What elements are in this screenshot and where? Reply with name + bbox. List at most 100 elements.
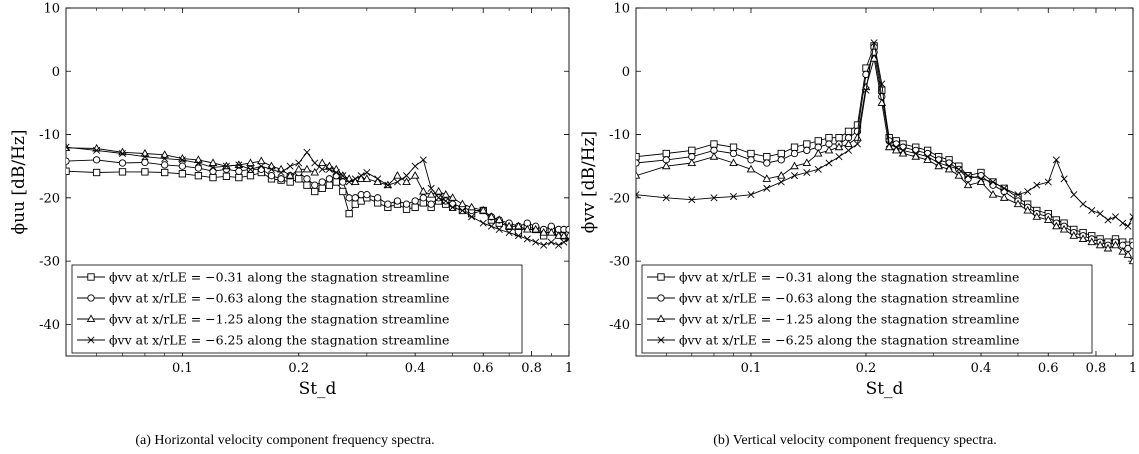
data-point-circle bbox=[402, 200, 411, 208]
data-point-triangle bbox=[911, 152, 921, 160]
y-axis-label: ϕvv [dB/Hz] bbox=[579, 131, 599, 233]
data-point-x bbox=[222, 162, 230, 170]
data-point-circle bbox=[803, 146, 811, 155]
data-point-x bbox=[977, 175, 985, 183]
data-point-triangle bbox=[514, 221, 523, 230]
data-point-circle bbox=[235, 167, 243, 175]
data-point-triangle bbox=[478, 205, 488, 214]
data-point-triangle bbox=[1032, 212, 1042, 220]
legend: ϕvv at x/rLE = −0.31 along the stagnatio… bbox=[641, 264, 1093, 354]
data-point-x bbox=[853, 140, 861, 148]
data-point-x bbox=[345, 178, 353, 186]
data-point-circle bbox=[393, 197, 402, 205]
data-point-triangle bbox=[1013, 199, 1023, 208]
data-point-triangle bbox=[208, 158, 218, 167]
data-point-triangle bbox=[923, 155, 932, 163]
legend-entry: ϕvv at x/rLE = −1.25 along the stagnatio… bbox=[679, 312, 1019, 327]
data-point-triangle bbox=[976, 177, 986, 186]
legend-marker bbox=[87, 336, 95, 344]
data-point-circle bbox=[141, 158, 149, 167]
data-point-triangle bbox=[92, 143, 101, 152]
data-point-triangle bbox=[554, 231, 563, 239]
data-point-x bbox=[325, 165, 333, 173]
data-point-triangle bbox=[790, 161, 799, 170]
x-tick-label: 0.2 bbox=[288, 361, 309, 376]
x-tick-label: 0.1 bbox=[741, 361, 762, 376]
data-point-triangle bbox=[802, 158, 812, 167]
y-tick-label: -10 bbox=[39, 128, 60, 143]
legend-entry: ϕvv at x/rLE = −1.25 along the stagnatio… bbox=[109, 312, 449, 327]
data-point-circle bbox=[318, 178, 326, 186]
data-point-triangle bbox=[944, 164, 954, 173]
data-point-triangle bbox=[410, 171, 420, 179]
data-point-x bbox=[964, 172, 972, 180]
data-point-triangle bbox=[999, 193, 1009, 201]
y-tick-label: -20 bbox=[39, 191, 60, 206]
data-point-x bbox=[468, 213, 476, 221]
data-point-triangle bbox=[285, 171, 295, 179]
data-point-circle bbox=[636, 159, 640, 167]
data-point-circle bbox=[411, 197, 419, 205]
data-point-x bbox=[547, 238, 555, 246]
data-point-square bbox=[235, 173, 243, 182]
data-point-triangle bbox=[1069, 231, 1079, 239]
data-point-x bbox=[892, 143, 900, 151]
data-point-square bbox=[710, 140, 718, 148]
data-point-square bbox=[636, 153, 640, 161]
data-point-triangle bbox=[954, 171, 964, 179]
data-point-triangle bbox=[487, 212, 496, 220]
data-point-circle bbox=[419, 194, 427, 202]
data-point-triangle bbox=[636, 171, 641, 179]
data-point-circle bbox=[351, 194, 359, 202]
data-point-triangle bbox=[317, 158, 327, 167]
data-point-x bbox=[814, 165, 822, 173]
data-point-x bbox=[351, 175, 359, 183]
x-tick-label: 0.2 bbox=[856, 361, 877, 376]
data-point-circle bbox=[363, 191, 371, 199]
plot-frame bbox=[65, 7, 570, 357]
data-point-x bbox=[1129, 213, 1133, 221]
data-point-triangle bbox=[813, 148, 823, 157]
data-point-triangle bbox=[402, 177, 411, 186]
y-tick-label: 10 bbox=[43, 2, 60, 17]
data-point-x bbox=[777, 178, 785, 186]
data-point-triangle bbox=[325, 161, 334, 170]
data-point-triangle bbox=[891, 145, 901, 154]
data-point-triangle bbox=[687, 158, 697, 167]
legend-marker bbox=[86, 314, 96, 323]
data-point-x bbox=[1124, 222, 1132, 230]
data-point-triangle bbox=[494, 215, 504, 223]
data-point-square bbox=[688, 146, 696, 155]
data-point-x bbox=[1000, 184, 1008, 192]
data-point-x bbox=[870, 39, 878, 47]
data-point-x bbox=[540, 241, 548, 249]
data-point-square bbox=[825, 134, 833, 142]
data-point-triangle bbox=[310, 167, 320, 176]
data-point-triangle bbox=[559, 231, 569, 239]
data-point-square bbox=[763, 153, 771, 161]
data-point-triangle bbox=[877, 98, 887, 106]
legend-marker bbox=[87, 273, 95, 281]
data-point-triangle bbox=[504, 221, 514, 230]
y-tick-label: -20 bbox=[609, 191, 630, 206]
x-tick-label: 0.6 bbox=[473, 361, 494, 376]
data-point-x bbox=[825, 159, 833, 167]
legend-entry: ϕvv at x/rLE = −6.25 along the stagnatio… bbox=[109, 333, 449, 348]
data-point-triangle bbox=[393, 171, 402, 179]
data-point-square bbox=[286, 178, 294, 186]
data-point-x bbox=[411, 162, 419, 170]
data-point-square bbox=[194, 172, 203, 180]
data-point-x bbox=[803, 168, 811, 177]
data-point-triangle bbox=[350, 177, 360, 186]
data-point-x bbox=[277, 168, 285, 177]
data-point-x bbox=[989, 178, 997, 186]
legend-entry: ϕvv at x/rLE = −6.25 along the stagnatio… bbox=[679, 333, 1019, 348]
data-point-x bbox=[710, 194, 718, 202]
data-point-x bbox=[1070, 191, 1078, 199]
data-point-triangle bbox=[1078, 234, 1088, 242]
data-point-circle bbox=[161, 161, 169, 169]
data-point-triangle bbox=[467, 202, 476, 211]
data-point-triangle bbox=[709, 152, 719, 160]
data-point-x bbox=[935, 159, 943, 167]
data-point-x bbox=[435, 194, 443, 202]
